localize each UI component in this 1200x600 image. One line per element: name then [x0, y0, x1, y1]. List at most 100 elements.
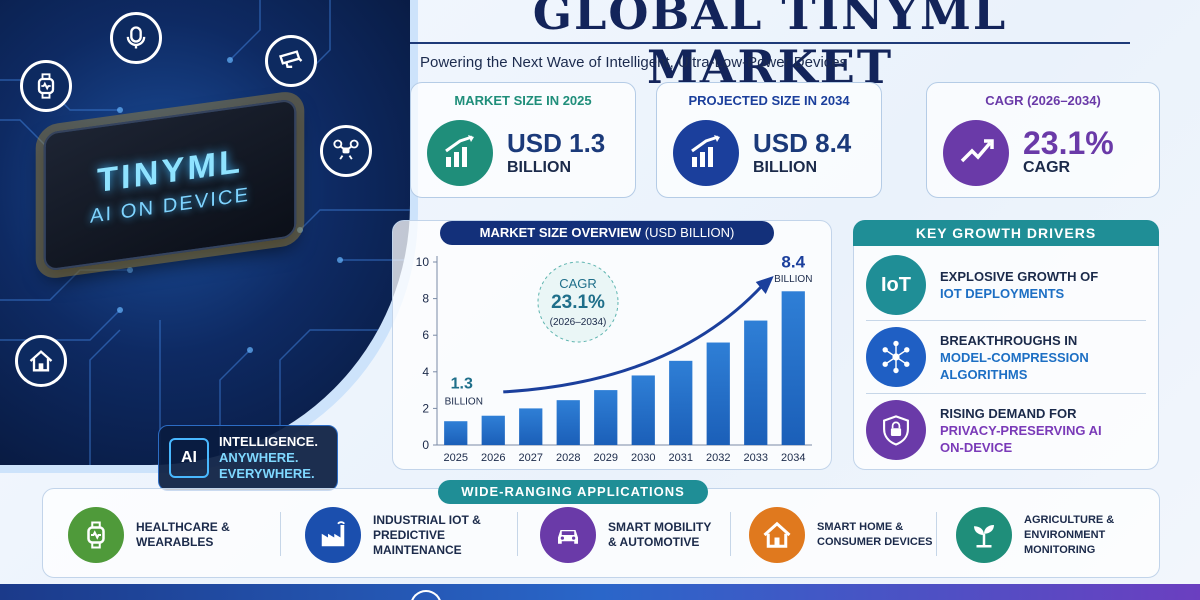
- driver-line-1: RISING DEMAND FOR: [940, 405, 1077, 421]
- applications-heading: WIDE-RANGING APPLICATIONS: [438, 480, 708, 504]
- x-tick-label: 2025: [444, 452, 468, 464]
- stat-heading: MARKET SIZE IN 2025: [454, 93, 592, 108]
- y-tick-label: 8: [422, 292, 429, 306]
- microphone-icon: [110, 12, 162, 64]
- y-tick-label: 4: [422, 365, 429, 379]
- x-tick-label: 2034: [781, 452, 805, 464]
- stat-card-projected-2034: PROJECTED SIZE IN 2034 USD 8.4 BILLION: [656, 82, 882, 198]
- footer-bar: [0, 584, 1200, 600]
- neural-network-icon: [866, 327, 926, 387]
- chart-title: MARKET SIZE OVERVIEW (USD BILLION): [440, 221, 774, 245]
- cagr-bubble-value: 23.1%: [551, 292, 605, 313]
- app-divider: [730, 512, 731, 556]
- cagr-bubble-period: (2026–2034): [550, 317, 607, 328]
- tagline-line-1: INTELLIGENCE.: [219, 434, 318, 449]
- y-tick-label: 6: [422, 328, 429, 342]
- app-label-line-1: AGRICULTURE &: [1024, 513, 1115, 526]
- app-smart-home: SMART HOME & CONSUMER DEVICES: [749, 505, 933, 565]
- app-label-line-2: ENVIRONMENT: [1024, 528, 1106, 541]
- bar-2032: [706, 342, 730, 445]
- app-divider: [280, 512, 281, 556]
- stat-heading: PROJECTED SIZE IN 2034: [688, 93, 850, 108]
- smartwatch-icon: [20, 60, 72, 112]
- app-label-line-1: SMART HOME &: [817, 521, 904, 533]
- driver-line-1: EXPLOSIVE GROWTH OF: [940, 269, 1099, 284]
- stat-value: 23.1%: [1023, 125, 1114, 161]
- bar-2027: [519, 408, 543, 445]
- driver-iot: IoT EXPLOSIVE GROWTH OF IoT DEPLOYMENTS: [866, 254, 1150, 316]
- bar-2031: [669, 360, 693, 445]
- hero-panel: TINYML AI ON DEVICE: [0, 0, 410, 465]
- stat-card-market-2025: MARKET SIZE IN 2025 USD 1.3 BILLION: [410, 82, 636, 198]
- app-label-line-1: SMART MOBILITY: [608, 520, 712, 534]
- smartwatch-icon: [68, 507, 124, 563]
- app-label-line-2: WEARABLES: [136, 535, 214, 549]
- iot-icon: IoT: [866, 255, 926, 315]
- cagr-bubble-label: CAGR: [559, 276, 597, 291]
- bar-2034: [781, 291, 805, 445]
- x-tick-label: 2029: [594, 452, 618, 464]
- bar-2026: [481, 415, 505, 445]
- trend-arrow-icon: [943, 120, 1009, 186]
- driver-model-compression: BREAKTHROUGHS IN MODEL-COMPRESSION ALGOR…: [866, 326, 1150, 388]
- stat-heading: CAGR (2026–2034): [985, 93, 1101, 108]
- driver-privacy: RISING DEMAND FOR PRIVACY-PRESERVING AI …: [866, 399, 1150, 461]
- driver-divider: [866, 320, 1146, 321]
- plant-icon: [956, 507, 1012, 563]
- y-tick-label: 0: [422, 438, 429, 452]
- start-unit-label: BILLION: [445, 397, 483, 408]
- trend-arrow-line: [503, 282, 765, 394]
- x-tick-label: 2027: [519, 452, 543, 464]
- app-label-line-2: PREDICTIVE: [373, 527, 446, 542]
- y-tick-label: 2: [422, 401, 429, 415]
- page-title: GLOBAL TINYML MARKET: [532, 0, 1008, 94]
- market-size-bar-chart: 0 2 4 6 8 10 2025 2026 2027 2028 2029 2030 2031 2032 2…: [416, 252, 813, 464]
- tagline-badge: AI INTELLIGENCE. ANYWHERE. EVERYWHERE.: [158, 425, 338, 491]
- x-tick-label: 2026: [481, 452, 505, 464]
- app-label-line-3: MONITORING: [1024, 543, 1096, 556]
- x-tick-label: 2028: [556, 452, 580, 464]
- app-label-line-2: CONSUMER DEVICES: [817, 536, 933, 548]
- y-tick-label: 10: [416, 255, 430, 269]
- smart-home-icon: [15, 335, 67, 387]
- app-divider: [936, 512, 937, 556]
- x-tick-label: 2031: [669, 452, 693, 464]
- shield-lock-icon: [866, 400, 926, 460]
- page-subtitle: Powering the Next Wave of Intelligent, U…: [420, 54, 848, 71]
- driver-line-2: MODEL-COMPRESSION: [940, 349, 1089, 365]
- growth-drivers-heading: KEY GROWTH DRIVERS: [853, 220, 1159, 246]
- house-icon: [749, 507, 805, 563]
- start-value-label: 1.3: [451, 375, 473, 392]
- app-label-line-3: MAINTENANCE: [373, 542, 462, 557]
- stat-unit: BILLION: [507, 159, 571, 176]
- app-agriculture: AGRICULTURE & ENVIRONMENT MONITORING: [956, 505, 1114, 565]
- cagr-bubble: [537, 261, 619, 343]
- bar-2025: [444, 421, 468, 445]
- driver-line-1: BREAKTHROUGHS IN: [940, 332, 1078, 348]
- x-tick-label: 2032: [706, 452, 730, 464]
- x-tick-label: 2030: [631, 452, 655, 464]
- tagline-line-2: ANYWHERE.: [219, 450, 299, 465]
- chart-title-unit: (USD BILLION): [644, 225, 735, 240]
- car-icon: [540, 507, 596, 563]
- stat-card-cagr: CAGR (2026–2034) 23.1% CAGR: [926, 82, 1160, 198]
- driver-line-2: IoT DEPLOYMENTS: [940, 286, 1065, 301]
- app-label-line-1: INDUSTRIAL IoT &: [373, 512, 481, 527]
- driver-line-3: ON-DEVICE: [940, 439, 1013, 455]
- growth-chart-icon: [427, 120, 493, 186]
- app-smart-mobility: SMART MOBILITY & AUTOMOTIVE: [540, 505, 711, 565]
- ai-chip-icon: AI: [169, 438, 209, 478]
- app-industrial-iot: INDUSTRIAL IoT & PREDICTIVE MAINTENANCE: [305, 505, 481, 565]
- app-label-line-1: HEALTHCARE &: [136, 520, 230, 534]
- title-divider: [410, 42, 1130, 44]
- stat-value: USD 8.4: [753, 128, 852, 158]
- driver-divider: [866, 393, 1146, 394]
- chart-title-main: MARKET SIZE OVERVIEW: [479, 225, 642, 240]
- growth-chart-icon: [673, 120, 739, 186]
- bar-2029: [594, 390, 618, 445]
- stat-unit: BILLION: [753, 159, 817, 176]
- driver-line-3: ALGORITHMS: [940, 366, 1028, 382]
- end-unit-label: BILLION: [774, 274, 812, 285]
- bar-2028: [556, 400, 580, 445]
- stat-value: USD 1.3: [507, 128, 606, 158]
